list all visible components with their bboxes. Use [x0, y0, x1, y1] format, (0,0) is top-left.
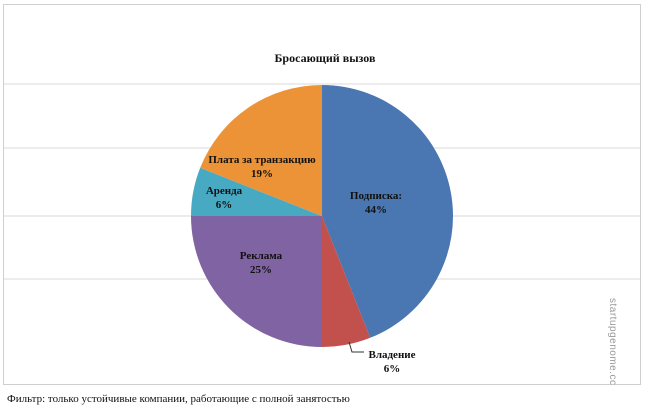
slice-label-2: Реклама — [240, 250, 283, 262]
pie-slice-1 — [322, 216, 371, 347]
slice-label-3: Аренда — [206, 185, 243, 197]
slice-labels: Подписка: 44% Владение 6% Реклама 25% Аренда 6%… — [206, 154, 416, 375]
pie-slice-3 — [191, 167, 322, 216]
slice-value-1: 6% — [384, 363, 401, 375]
footnote: Фильтр: только устойчивые компании, рабо… — [7, 393, 350, 405]
slice-value-3: 6% — [216, 199, 233, 211]
slice-label-1: Владение — [368, 349, 415, 361]
slice-value-4: 19% — [251, 168, 273, 180]
slice-label-0: Подписка: — [350, 190, 402, 202]
leader-lines — [348, 341, 364, 353]
pie-slices — [191, 85, 453, 347]
chart-title: Бросающий вызов — [275, 51, 377, 65]
slice-label-4: Плата за транзакцию — [208, 154, 315, 166]
pie-slice-0 — [322, 85, 453, 338]
watermark: startupgenome.cc — [607, 298, 618, 386]
slice-value-2: 25% — [250, 264, 272, 276]
pie-slice-2 — [191, 216, 322, 347]
pie-slice-4 — [200, 85, 322, 216]
slice-value-0: 44% — [365, 204, 387, 216]
leader-line-1 — [348, 341, 364, 353]
